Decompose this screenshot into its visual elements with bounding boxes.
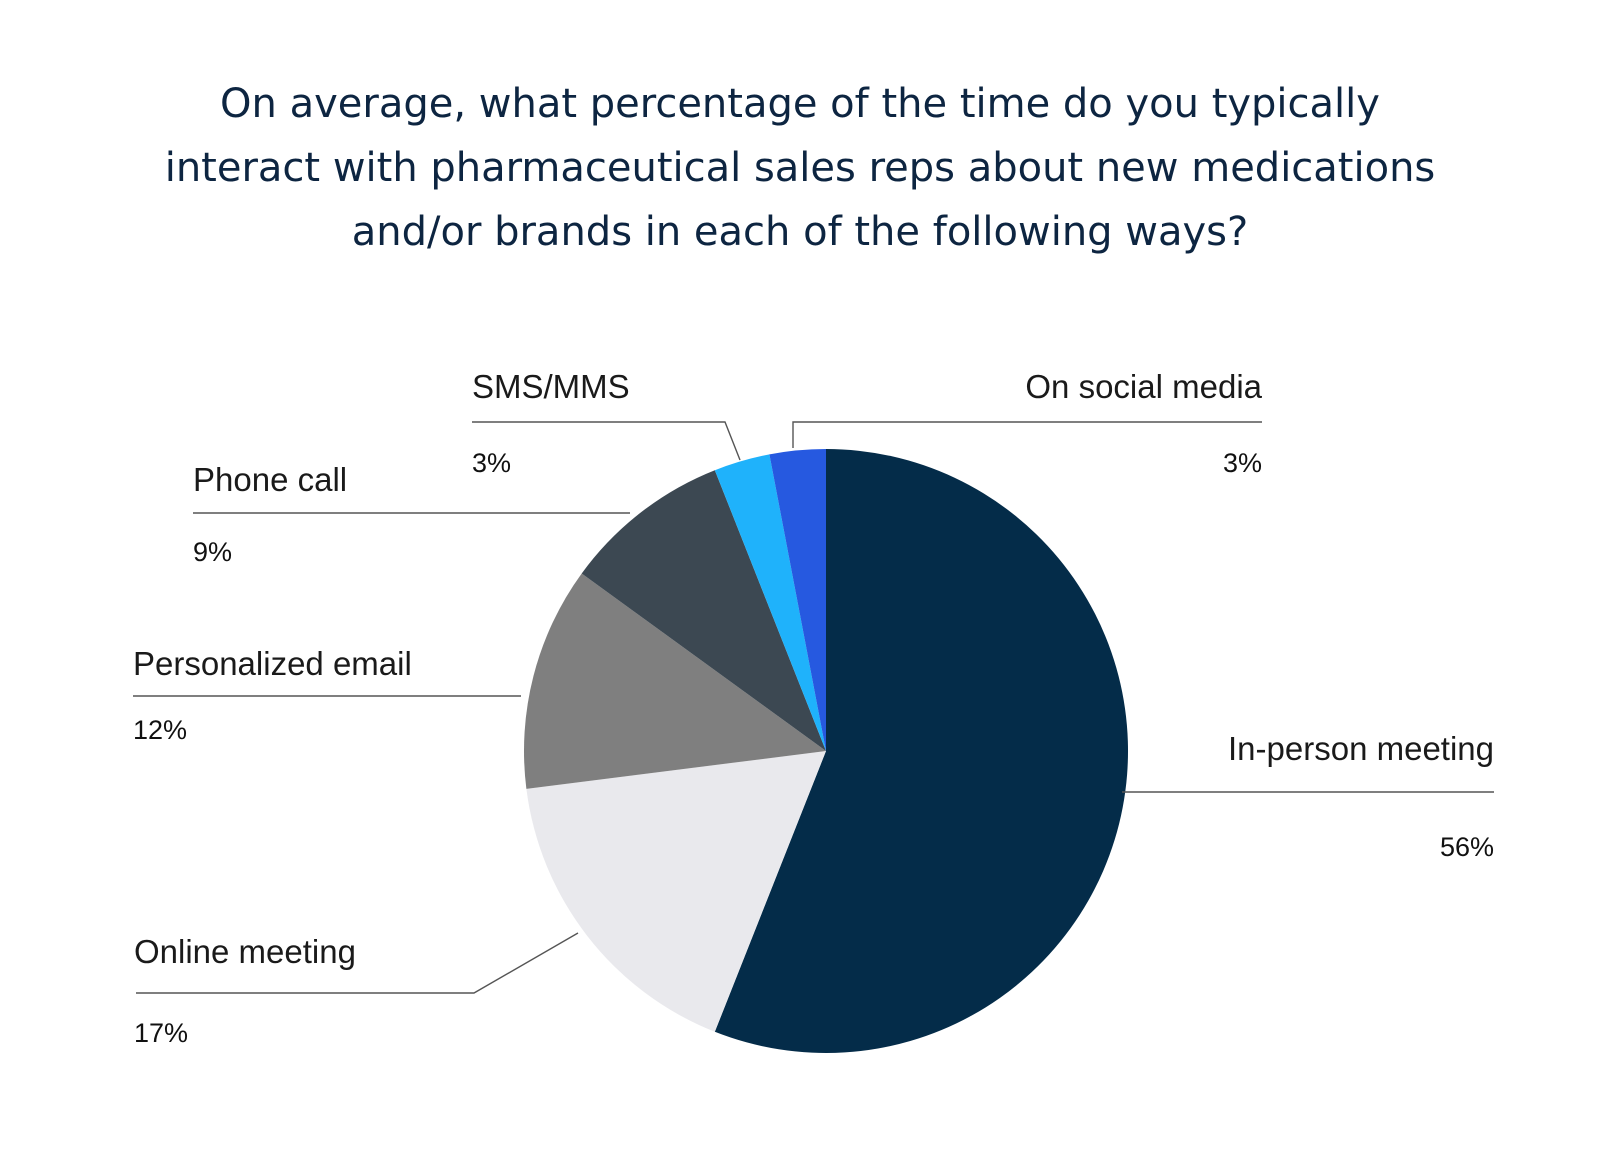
pie-slice-phone-call [581,470,826,751]
leader-line-social [792,421,1262,448]
label-online: Online meeting [134,933,356,970]
label-email: Personalized email [133,645,412,682]
value-social: 3% [1223,448,1262,478]
label-sms: SMS/MMS [472,368,630,405]
title-line-2: interact with pharmaceutical sales reps … [164,145,1436,191]
label-in-person: In-person meeting [1228,730,1494,767]
value-email: 12% [133,715,187,745]
pie-slice-on-social-media [769,449,826,751]
chart-title: On average, what percentage of the time … [0,72,1600,264]
pie-slice-sms-mms [714,454,826,751]
label-phone: Phone call [193,461,347,498]
value-in-person: 56% [1440,832,1494,862]
title-line-1: On average, what percentage of the time … [220,81,1380,127]
pie-slice-online-meeting [526,751,826,1032]
value-phone: 9% [193,537,232,567]
leader-line-sms [472,421,741,461]
pie-slices [523,449,1129,1053]
title-line-3: and/or brands in each of the following w… [351,209,1249,255]
pie-slice-in-person-meeting [714,449,1129,1053]
leader-lines [133,421,1494,994]
label-social: On social media [1025,368,1262,405]
pie-slice-personalized-email [523,573,826,789]
value-online: 17% [134,1018,188,1048]
leader-line-online [136,932,579,994]
value-sms: 3% [472,448,511,478]
